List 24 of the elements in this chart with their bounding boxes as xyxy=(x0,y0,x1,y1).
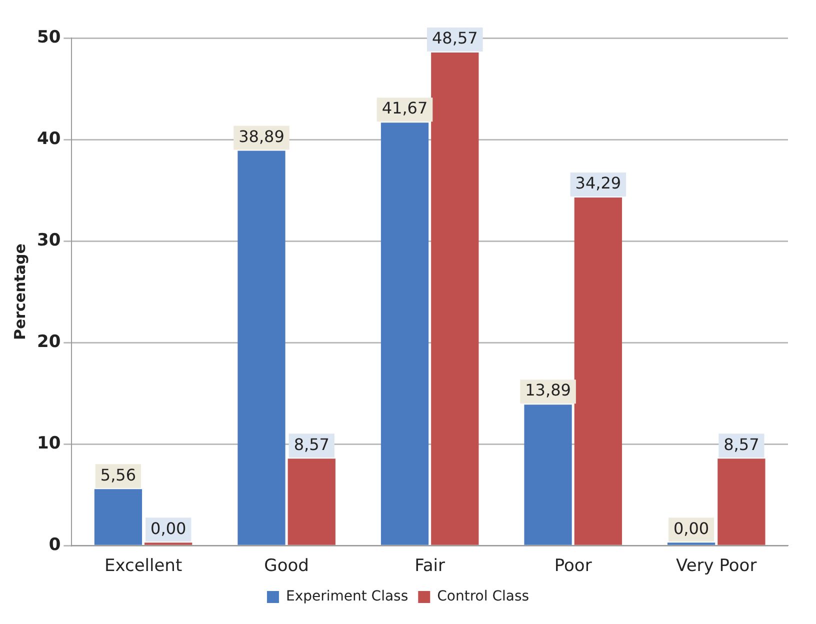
data-label: 8,57 xyxy=(294,434,330,454)
x-tick-label: Good xyxy=(264,556,309,576)
data-label: 13,89 xyxy=(525,380,571,400)
data-label: 8,57 xyxy=(724,434,760,454)
data-label: 0,00 xyxy=(673,518,710,538)
y-tick-label: 40 xyxy=(36,128,61,149)
y-tick-label: 20 xyxy=(36,332,61,352)
x-tick-label: Poor xyxy=(554,556,592,576)
data-label: 38,89 xyxy=(238,126,284,146)
x-tick-label: Fair xyxy=(414,556,446,576)
y-tick-label: 30 xyxy=(36,230,61,250)
y-axis-title: Percentage xyxy=(10,244,29,340)
y-tick-label: 10 xyxy=(36,434,61,454)
data-label: 34,29 xyxy=(575,174,622,193)
data-label: 41,67 xyxy=(382,98,428,118)
y-tick-label: 0 xyxy=(48,535,61,556)
x-tick-label: Excellent xyxy=(104,556,182,576)
data-label: 0,00 xyxy=(150,518,186,538)
legend-label: Experiment Class xyxy=(286,588,408,605)
legend-label: Control Class xyxy=(437,588,530,605)
x-tick-label: Very Poor xyxy=(676,556,757,576)
data-label: 5,56 xyxy=(100,465,136,484)
data-label: 48,57 xyxy=(432,28,478,48)
y-tick-label: 50 xyxy=(36,27,61,48)
